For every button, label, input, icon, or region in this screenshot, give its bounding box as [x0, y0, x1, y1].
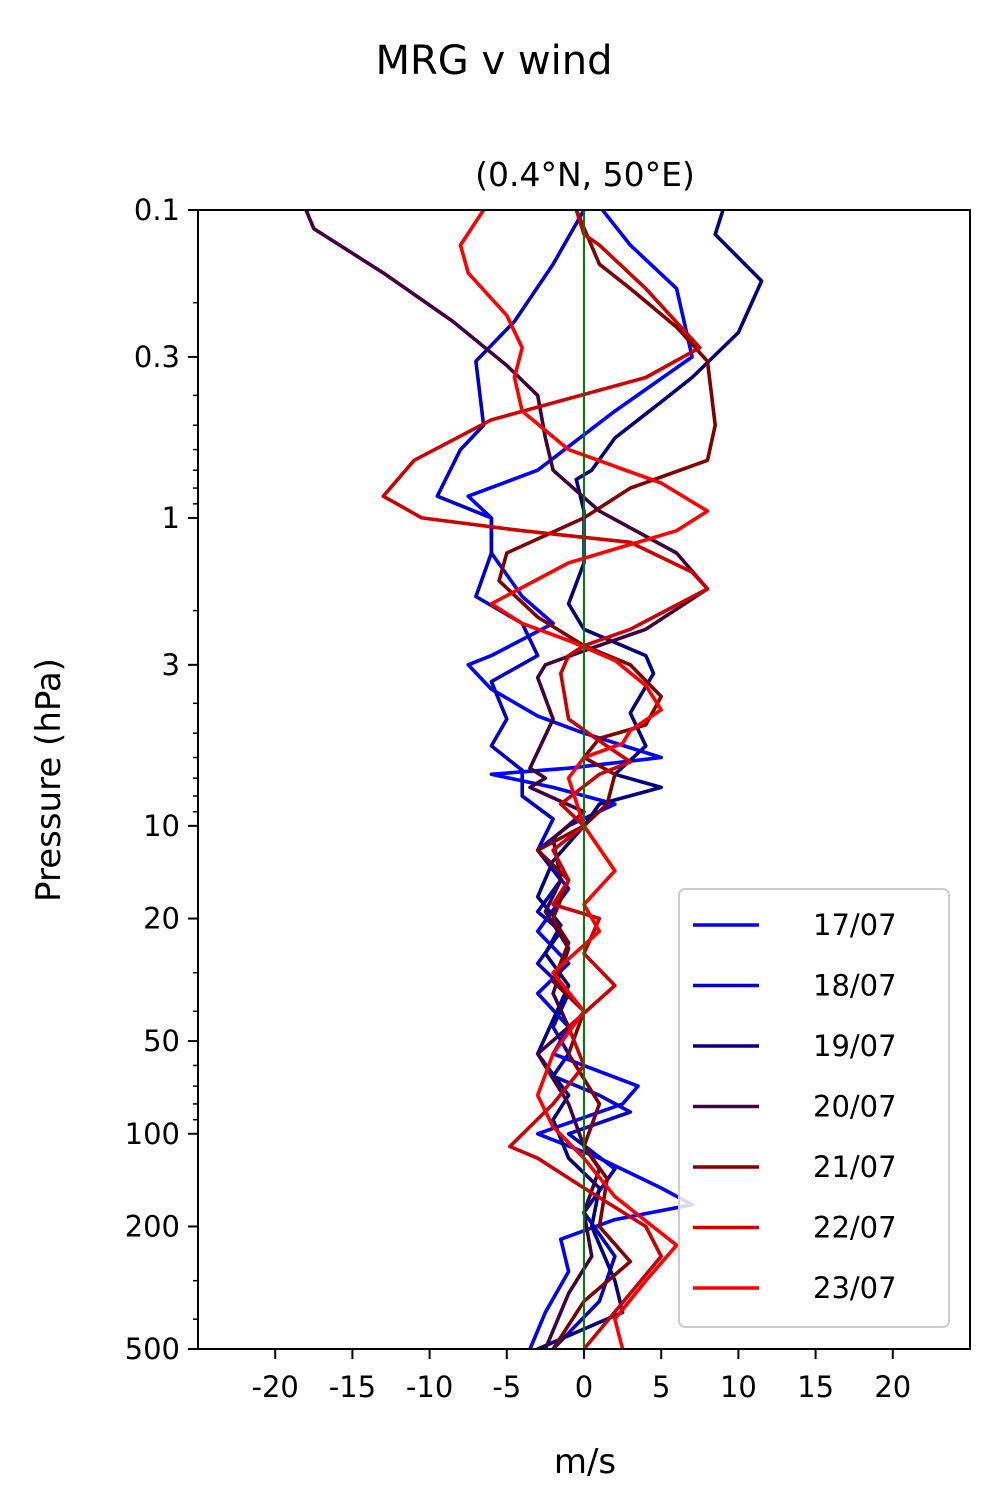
- y-tick-label: 10: [143, 809, 180, 843]
- plot-area: [197, 209, 971, 1350]
- x-tick-label: 0: [575, 1370, 593, 1404]
- legend-entry: 22/07: [813, 1211, 897, 1245]
- series-line-2: [435, 210, 633, 1349]
- y-tick-label: 0.1: [134, 193, 180, 227]
- y-tick-label: 500: [125, 1332, 180, 1366]
- y-tick-label: 0.3: [134, 340, 180, 374]
- y-tick-label: 100: [125, 1117, 180, 1151]
- series-line-7: [458, 210, 710, 1349]
- x-tick-label: -10: [406, 1370, 453, 1404]
- y-axis-label: Pressure (hPa): [29, 658, 69, 902]
- legend-entry: 19/07: [813, 1029, 897, 1063]
- legend-entry: 23/07: [813, 1271, 897, 1305]
- x-tick-label: 5: [652, 1370, 670, 1404]
- x-tick-label: 10: [720, 1370, 757, 1404]
- chart-subtitle: (0.4°N, 50°E): [475, 155, 695, 194]
- y-tick-label: 20: [143, 902, 180, 936]
- x-tick-label: 20: [874, 1370, 911, 1404]
- legend-entry: 21/07: [813, 1150, 897, 1184]
- y-tick-label: 200: [125, 1209, 180, 1243]
- y-tick-label: 3: [162, 648, 180, 682]
- legend-entry: 17/07: [813, 908, 897, 942]
- legend-entry: 18/07: [813, 969, 897, 1003]
- x-tick-label: 15: [797, 1370, 834, 1404]
- x-axis-label: m/s: [554, 1442, 616, 1482]
- x-tick-label: -20: [252, 1370, 299, 1404]
- x-axis: -20 -15 -10 -5 0 5 10 15 20: [252, 1349, 911, 1404]
- x-tick-label: -15: [329, 1370, 376, 1404]
- legend: 17/07 18/07 19/07 20/07 21/07 22/07 23/07: [678, 888, 950, 1328]
- series-line-1: [466, 210, 694, 1349]
- y-tick-label: 50: [143, 1024, 180, 1058]
- legend-entry: 20/07: [813, 1090, 897, 1124]
- series-line-4: [304, 210, 710, 1349]
- legend-box: [678, 888, 950, 1328]
- y-tick-label: 1: [162, 501, 180, 535]
- series-line-6: [381, 210, 710, 1349]
- chart-title: MRG v wind: [376, 38, 613, 84]
- y-axis: 0.1 0.3 1 3 10 20 50 100 200 500: [125, 193, 198, 1366]
- x-tick-label: -5: [492, 1370, 521, 1404]
